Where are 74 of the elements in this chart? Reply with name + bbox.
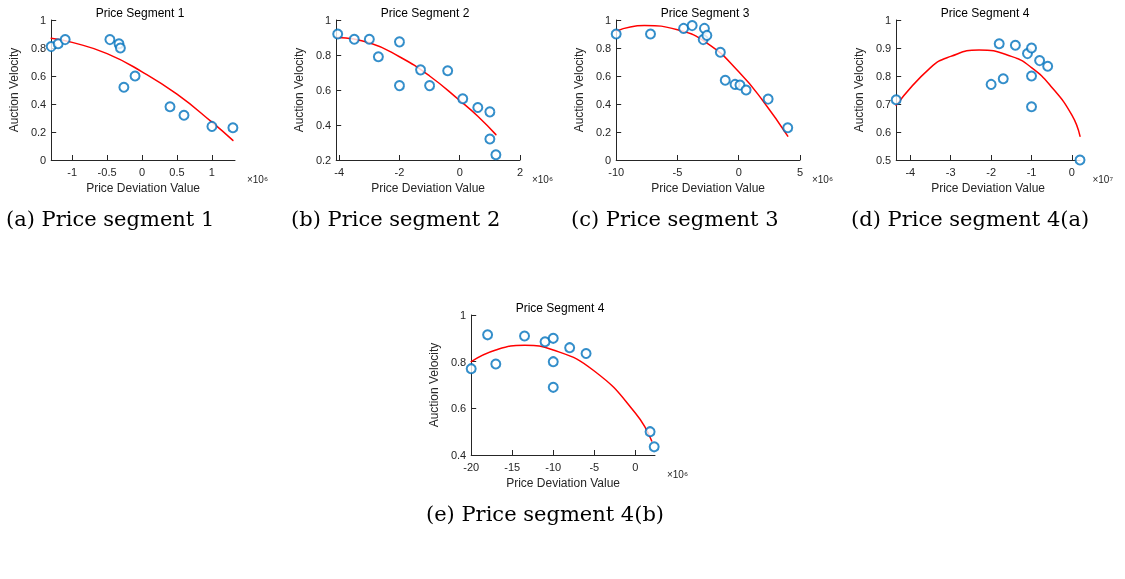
y-axis-title: Auction Velocity	[292, 47, 306, 133]
x-tick-label: -15	[504, 460, 521, 473]
x-tick-label: 5	[796, 165, 804, 178]
x-tick-label: -2	[986, 165, 997, 178]
chart-title: Price Segment 4	[515, 301, 605, 315]
y-tick-label: 1	[460, 309, 467, 321]
y-axis-title: Auction Velocity	[427, 342, 441, 428]
y-tick-label: 0.9	[875, 42, 892, 54]
x-axis-title: Price Deviation Value	[931, 181, 1046, 195]
y-tick-label: 0.6	[315, 84, 332, 96]
y-tick-label: 0.8	[315, 49, 332, 61]
text: (a) Price segment 1	[6, 206, 216, 232]
x-tick-label: -4	[334, 165, 345, 178]
y-tick-label: 0.4	[30, 98, 47, 110]
y-tick-label: 0.4	[450, 449, 467, 461]
x-tick-label: -1	[67, 165, 78, 178]
y-tick-label: 0.8	[30, 42, 47, 54]
x-axis-title: Price Deviation Value	[506, 476, 621, 490]
x-axis-title: Price Deviation Value	[651, 181, 766, 195]
text: ×10⁶	[246, 173, 269, 185]
x-tick-label: -1	[1026, 165, 1037, 178]
y-tick-label: 0.7	[875, 98, 892, 110]
y-tick-label: 0.6	[875, 126, 892, 138]
y-tick-label: 0.4	[315, 119, 332, 131]
text: (d) Price segment 4(a)	[851, 206, 1091, 232]
x-tick-label: -4	[905, 165, 916, 178]
x-axis-title: Price Deviation Value	[86, 181, 201, 195]
x-tick-label: -10	[545, 460, 562, 473]
x-tick-label: 0	[1068, 165, 1075, 178]
chart-title: Price Segment 1	[95, 6, 185, 20]
x-tick-label: -2	[394, 165, 405, 178]
x-tick-label: -10	[608, 165, 625, 178]
y-axis-title: Auction Velocity	[7, 47, 21, 133]
x-tick-label: 2	[516, 165, 524, 178]
y-tick-label: 0.4	[595, 98, 612, 110]
x-tick-label: 0	[735, 165, 742, 178]
x-tick-label: 0.5	[169, 165, 185, 178]
x-tick-label: -20	[463, 460, 480, 473]
y-tick-label: 0.2	[595, 126, 612, 138]
y-tick-label: 0.8	[450, 355, 467, 368]
text: ×10⁶	[811, 173, 834, 185]
chart-title: Price Segment 4	[940, 6, 1030, 20]
x-tick-label: 1	[208, 165, 215, 178]
y-tick-label: 0.5	[875, 154, 892, 166]
y-tick-label: 0.8	[595, 42, 612, 54]
y-tick-label: 0.6	[30, 70, 47, 82]
y-tick-label: 1	[40, 14, 47, 26]
x-tick-label: -0.5	[97, 165, 117, 178]
text: ×10⁶	[531, 173, 554, 185]
text: (c) Price segment 3	[571, 206, 780, 232]
y-tick-label: 0.6	[595, 70, 612, 82]
y-tick-label: 0.2	[315, 154, 332, 166]
y-axis-title: Auction Velocity	[572, 47, 586, 133]
text: ×10⁷	[1092, 173, 1114, 185]
y-axis-title: Auction Velocity	[852, 47, 866, 133]
x-tick-label: 0	[138, 165, 146, 178]
y-tick-label: 1	[325, 14, 332, 26]
x-tick-label: -3	[945, 165, 956, 178]
y-tick-label: 0	[40, 154, 47, 166]
y-tick-label: 1	[885, 14, 892, 26]
text: ×10⁶	[666, 468, 689, 480]
x-axis-title: Price Deviation Value	[371, 181, 486, 195]
chart-title: Price Segment 3	[660, 6, 750, 20]
y-tick-label: 0	[605, 154, 612, 166]
y-tick-label: 0.8	[875, 70, 892, 82]
x-tick-label: 0	[632, 460, 639, 473]
text: (b) Price segment 2	[291, 206, 502, 232]
x-tick-label: -5	[589, 460, 600, 473]
chart-title: Price Segment 2	[380, 6, 470, 20]
text: (e) Price segment 4(b)	[426, 501, 666, 527]
x-tick-label: -5	[672, 165, 683, 178]
y-tick-label: 0.6	[450, 402, 467, 415]
y-tick-label: 0.2	[30, 126, 47, 138]
y-tick-label: 1	[605, 14, 612, 26]
